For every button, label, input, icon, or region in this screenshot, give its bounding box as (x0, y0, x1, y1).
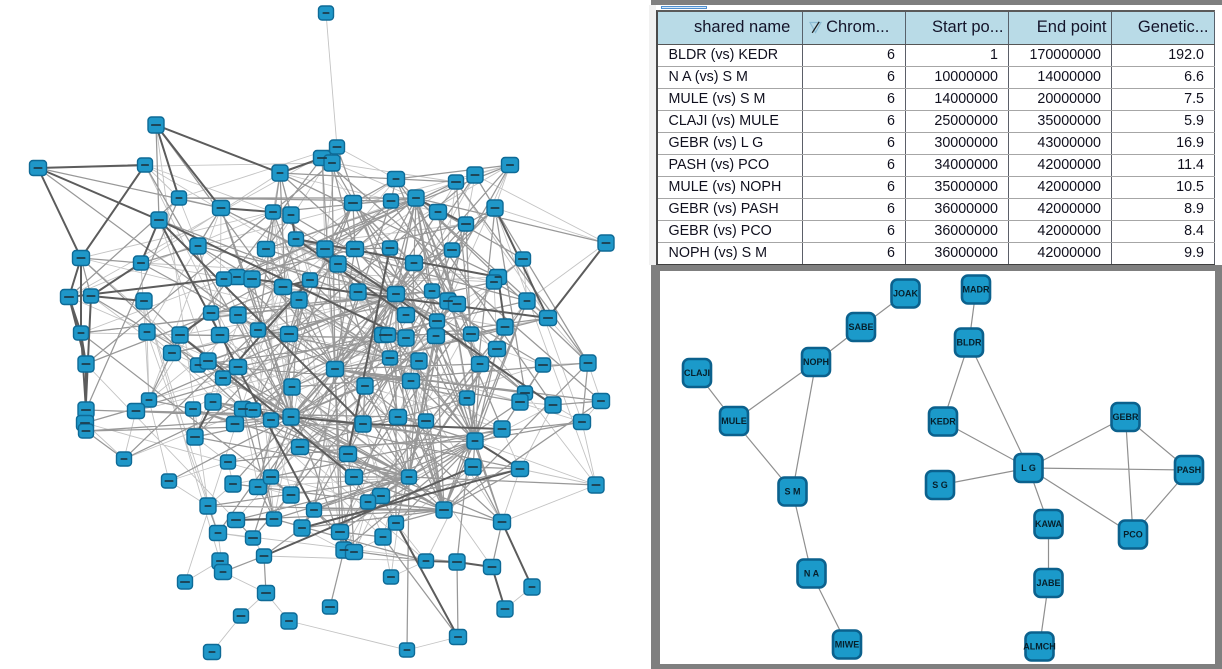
svg-text:L G: L G (1021, 463, 1036, 473)
svg-text:NOPH: NOPH (803, 357, 829, 367)
svg-text:SABE: SABE (848, 322, 873, 332)
svg-text:KAWA: KAWA (1035, 519, 1063, 529)
svg-text:JABE: JABE (1036, 578, 1060, 588)
svg-text:BLDR: BLDR (957, 338, 982, 348)
svg-text:PASH: PASH (1177, 465, 1201, 475)
svg-text:KEDR: KEDR (930, 417, 956, 427)
svg-text:MIWE: MIWE (835, 640, 860, 650)
svg-text:ALMCH: ALMCH (1023, 642, 1056, 652)
svg-text:PCO: PCO (1123, 530, 1143, 540)
svg-text:GEBR: GEBR (1112, 412, 1139, 422)
svg-text:MULE: MULE (721, 416, 747, 426)
svg-text:CLAJI: CLAJI (684, 368, 710, 378)
svg-text:S G: S G (932, 480, 948, 490)
svg-text:JOAK: JOAK (893, 289, 919, 299)
svg-text:N A: N A (804, 569, 820, 579)
svg-text:MADR: MADR (963, 285, 990, 295)
svg-text:S M: S M (784, 487, 800, 497)
